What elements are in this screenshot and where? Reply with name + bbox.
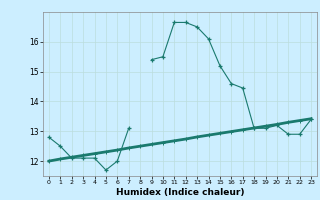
X-axis label: Humidex (Indice chaleur): Humidex (Indice chaleur) bbox=[116, 188, 244, 197]
